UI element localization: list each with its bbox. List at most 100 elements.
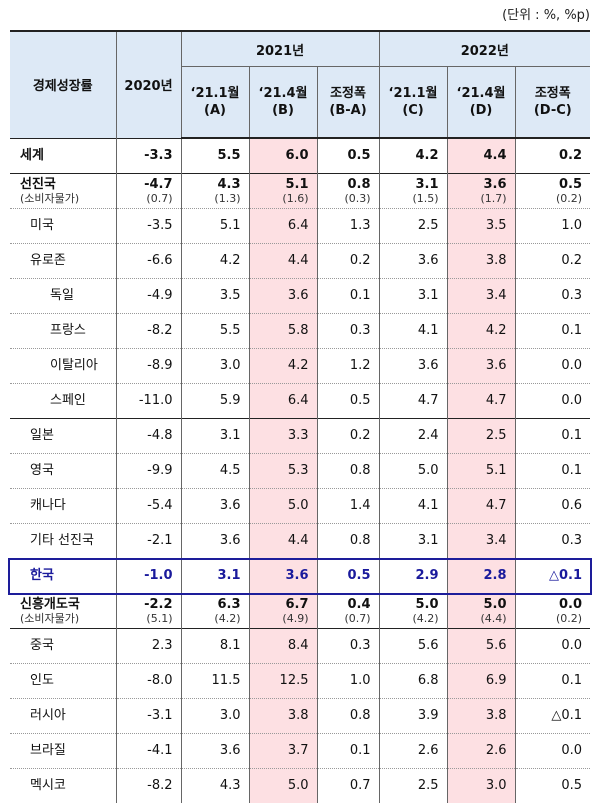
value: 5.6 <box>448 638 507 654</box>
cpi-value: (4.9) <box>250 613 309 625</box>
cpi-value: (1.3) <box>182 193 241 205</box>
value-cell: 4.3(1.3) <box>181 174 249 209</box>
value-cell: 0.1 <box>515 454 590 489</box>
value: 5.0 <box>250 498 309 514</box>
header-year-2021: 2021년 <box>181 31 379 67</box>
row-name-cell: 프랑스 <box>10 314 116 349</box>
header-year-2022: 2022년 <box>379 31 590 67</box>
value-cell: -4.9 <box>116 279 181 314</box>
value-cell: -6.6 <box>116 244 181 279</box>
value-cell: -4.1 <box>116 734 181 769</box>
value: 3.4 <box>448 288 507 304</box>
value: 0.8 <box>318 708 371 724</box>
row-name: 신흥개도국 <box>20 597 116 613</box>
value-cell: 2.6 <box>447 734 515 769</box>
row-name: 캐나다 <box>30 498 116 514</box>
value: 5.1 <box>448 463 507 479</box>
value: 0.4 <box>318 597 371 613</box>
value: 3.6 <box>250 288 309 304</box>
value-cell: 6.0 <box>249 138 317 174</box>
value-cell: 0.1 <box>317 279 379 314</box>
value-cell: 4.4 <box>249 524 317 559</box>
value-cell: 4.7 <box>447 489 515 524</box>
value-cell: 4.4 <box>249 244 317 279</box>
header-sub-d: ‘21.4월(D) <box>447 67 515 139</box>
cpi-value: (5.1) <box>117 613 173 625</box>
row-name: 프랑스 <box>50 323 116 339</box>
row-name: 독일 <box>50 288 116 304</box>
value: 0.5 <box>318 148 371 164</box>
row-name-cell: 기타 선진국 <box>10 524 116 559</box>
value-cell: 3.6 <box>447 349 515 384</box>
value-cell: -5.4 <box>116 489 181 524</box>
value: 0.3 <box>516 288 583 304</box>
row-name-cell: 중국 <box>10 629 116 664</box>
value: 2.4 <box>380 428 439 444</box>
value-cell: 0.3 <box>317 314 379 349</box>
value: 2.3 <box>117 638 173 654</box>
value: 0.1 <box>516 428 583 444</box>
row-name: 세계 <box>20 148 116 164</box>
value-cell: 0.0 <box>515 629 590 664</box>
value: 1.4 <box>318 498 371 514</box>
value-cell: 2.6 <box>379 734 447 769</box>
value-cell: 5.0 <box>249 769 317 803</box>
value: -5.4 <box>117 498 173 514</box>
value-cell: 5.1 <box>447 454 515 489</box>
value-cell: 8.1 <box>181 629 249 664</box>
value-cell: 1.2 <box>317 349 379 384</box>
value: 4.4 <box>250 533 309 549</box>
value: 3.0 <box>448 778 507 794</box>
value-cell: 0.0(0.2) <box>515 594 590 629</box>
value-cell: 3.1 <box>181 559 249 594</box>
value: -8.9 <box>117 358 173 374</box>
value: 6.4 <box>250 218 309 234</box>
value: 11.5 <box>182 673 241 689</box>
value: 4.2 <box>250 358 309 374</box>
row-subname: (소비자물가) <box>20 613 116 625</box>
header-sub-b: ‘21.4월(B) <box>249 67 317 139</box>
value-cell: 1.0 <box>515 209 590 244</box>
value-cell: 5.3 <box>249 454 317 489</box>
value: 3.1 <box>380 288 439 304</box>
value-cell: -9.9 <box>116 454 181 489</box>
value: 3.6 <box>448 177 507 193</box>
value: 0.8 <box>318 177 371 193</box>
value-cell: 0.8 <box>317 699 379 734</box>
value: 0.0 <box>516 358 583 374</box>
value: -6.6 <box>117 253 173 269</box>
value-cell: -4.8 <box>116 419 181 454</box>
value-cell: 2.4 <box>379 419 447 454</box>
value: -8.2 <box>117 323 173 339</box>
row-name-cell: 한국 <box>10 559 116 594</box>
value: -8.2 <box>117 778 173 794</box>
value: 4.3 <box>182 778 241 794</box>
value-cell: 3.7 <box>249 734 317 769</box>
value: 6.9 <box>448 673 507 689</box>
value: 3.1 <box>380 177 439 193</box>
value-cell: 2.5 <box>447 419 515 454</box>
value: -4.8 <box>117 428 173 444</box>
value-cell: 0.5 <box>317 138 379 174</box>
value-cell: 2.8 <box>447 559 515 594</box>
row-subname: (소비자물가) <box>20 193 116 205</box>
value-cell: 0.8 <box>317 454 379 489</box>
header-sub-c: ‘21.1월(C) <box>379 67 447 139</box>
value: 3.5 <box>448 218 507 234</box>
value: 1.0 <box>516 218 583 234</box>
value-cell: 0.2 <box>515 138 590 174</box>
value: 2.6 <box>448 743 507 759</box>
value: 2.6 <box>380 743 439 759</box>
value-cell: 4.1 <box>379 489 447 524</box>
value: -1.0 <box>117 568 173 584</box>
value: -2.1 <box>117 533 173 549</box>
row-name: 이탈리아 <box>50 358 116 374</box>
row-name-cell: 인도 <box>10 664 116 699</box>
cpi-value: (4.2) <box>380 613 439 625</box>
value-cell: 5.0 <box>249 489 317 524</box>
value: 0.1 <box>516 673 583 689</box>
value-cell: 3.9 <box>379 699 447 734</box>
